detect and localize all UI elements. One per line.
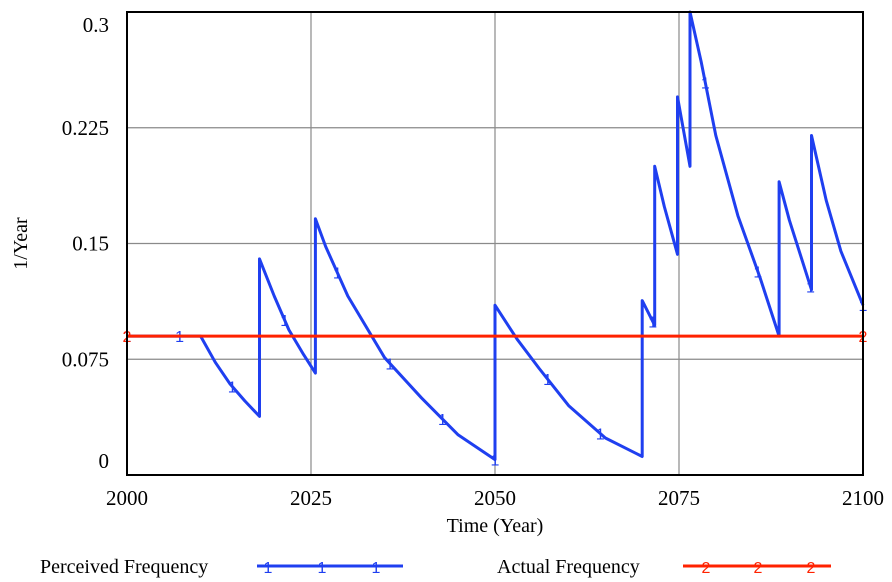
y-tick-label: 0.225 bbox=[62, 116, 109, 140]
legend-marker-1: 1 bbox=[318, 560, 327, 577]
series-marker-1: 1 bbox=[491, 453, 500, 470]
legend-label-1: Perceived Frequency bbox=[40, 556, 208, 578]
x-tick-label: 2100 bbox=[842, 486, 884, 510]
legend-marker-2: 2 bbox=[807, 560, 816, 577]
series-marker-1: 1 bbox=[280, 313, 289, 330]
legend-label-2: Actual Frequency bbox=[497, 556, 640, 578]
series-marker-1: 1 bbox=[701, 76, 710, 93]
series-marker-1: 1 bbox=[648, 314, 657, 331]
y-axis-title: 1/Year bbox=[10, 217, 32, 270]
x-tick-label: 2025 bbox=[290, 486, 332, 510]
x-axis-title: Time (Year) bbox=[447, 515, 544, 537]
legend-marker-1: 1 bbox=[264, 560, 273, 577]
legend-marker-1: 1 bbox=[372, 560, 381, 577]
series-marker-1: 1 bbox=[596, 426, 605, 443]
legend-marker-2: 2 bbox=[702, 560, 711, 577]
plot-frame bbox=[126, 11, 864, 476]
y-tick-label: 0.3 bbox=[83, 13, 109, 37]
series-marker-1: 1 bbox=[438, 412, 447, 429]
y-tick-label: 0.075 bbox=[62, 347, 109, 371]
series-marker-1: 1 bbox=[806, 279, 815, 296]
series-marker-1: 1 bbox=[543, 372, 552, 389]
legend-marker-2: 2 bbox=[754, 560, 763, 577]
series-marker-1: 1 bbox=[228, 379, 237, 396]
y-tick-label: 0.15 bbox=[72, 232, 109, 256]
series-marker-1: 1 bbox=[385, 356, 394, 373]
tick-labels: 2000 2025 2050 2075 2100 0 0.075 0.15 0.225 0.3 bbox=[62, 13, 884, 510]
x-tick-label: 2000 bbox=[106, 486, 148, 510]
series-marker-1: 1 bbox=[333, 265, 342, 282]
series-marker-1: 1 bbox=[753, 265, 762, 282]
y-tick-label: 0 bbox=[99, 449, 110, 473]
legend: Perceived Frequency 1 1 1 Actual Frequency 2 2… bbox=[40, 556, 831, 578]
x-tick-label: 2050 bbox=[474, 486, 516, 510]
series-line-1 bbox=[127, 10, 865, 462]
x-tick-label: 2075 bbox=[658, 486, 700, 510]
